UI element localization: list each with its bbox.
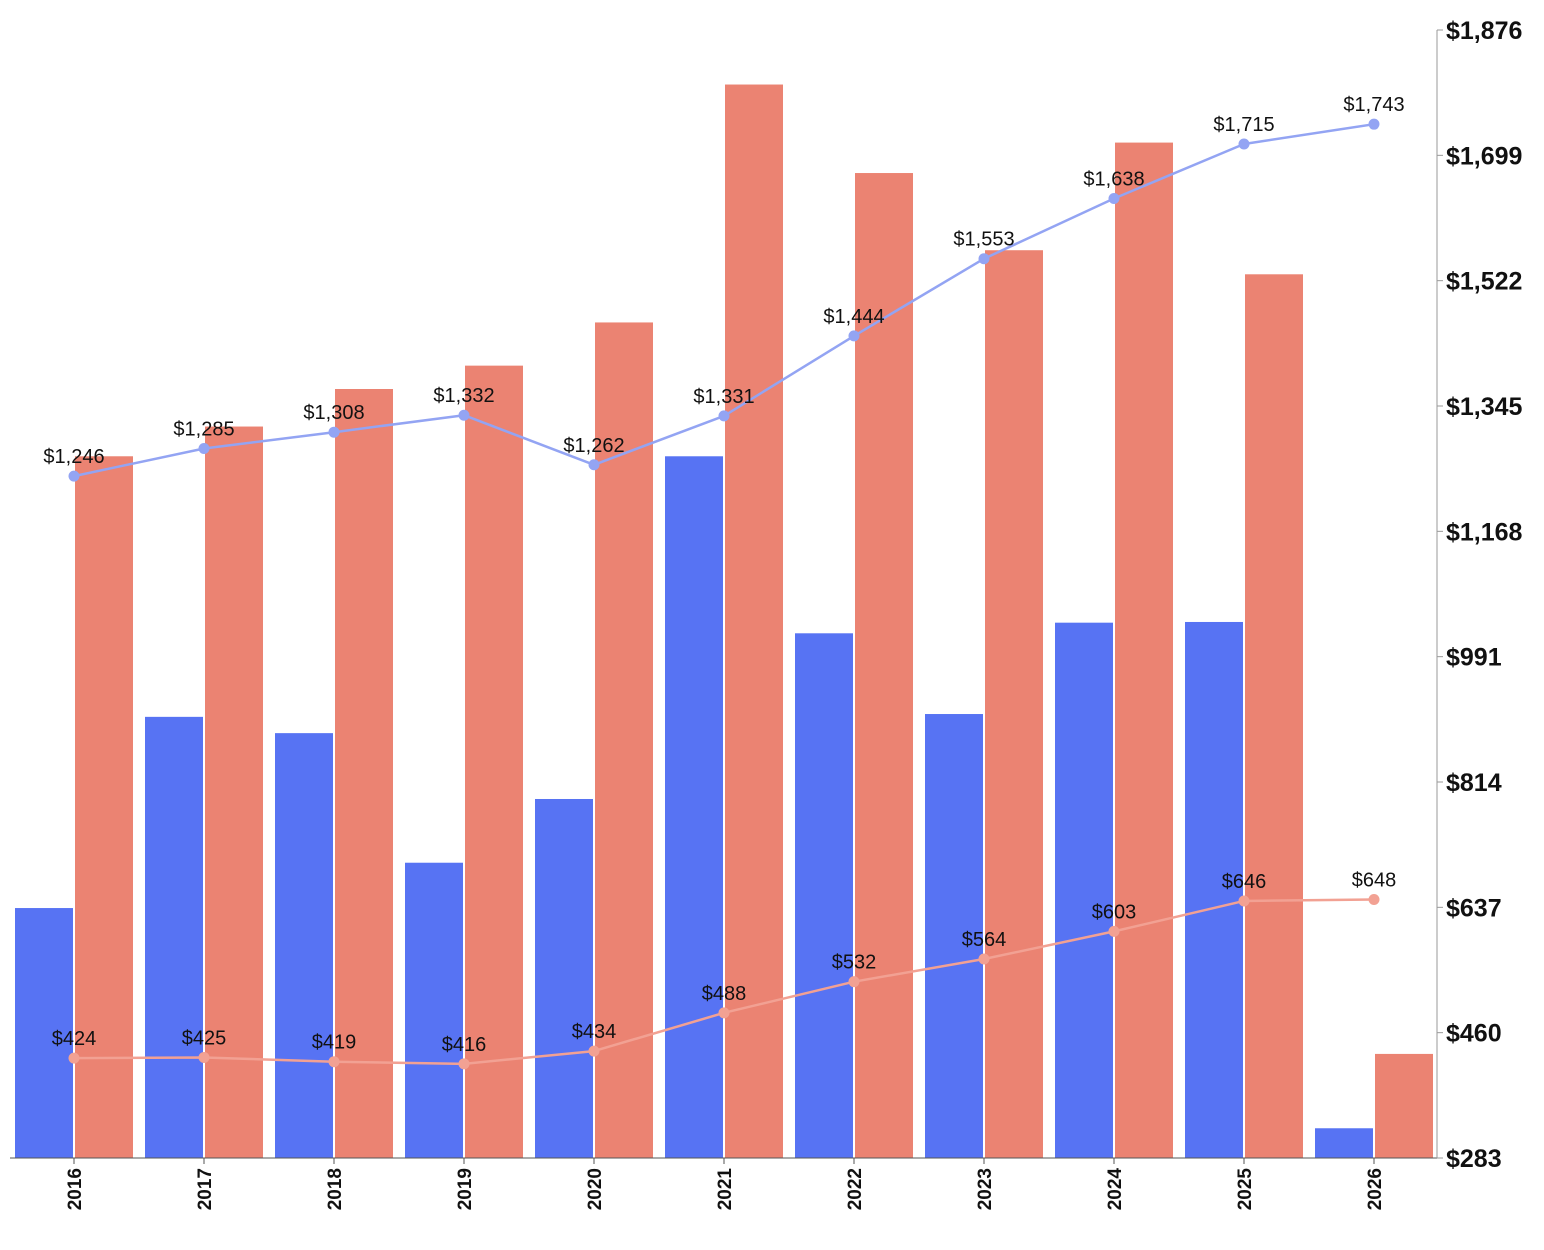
bar-series2-2019 — [465, 365, 523, 1158]
bar-series2-2017 — [205, 426, 263, 1158]
x-tick-label: 2016 — [65, 1168, 86, 1210]
line-series2-label-2019: $416 — [442, 1034, 487, 1056]
x-tick-label: 2020 — [585, 1168, 606, 1210]
line-series1-point-2023 — [978, 253, 990, 265]
line-series2-point-2016 — [68, 1052, 80, 1064]
line-series2-point-2023 — [978, 953, 990, 965]
bar-series1-2017 — [145, 716, 203, 1158]
line-series2-point-2020 — [588, 1045, 600, 1057]
line-series1-point-2016 — [68, 470, 80, 482]
y-tick-label: $1,345 — [1446, 393, 1523, 421]
x-tick-label: 2022 — [845, 1168, 866, 1210]
line-series1-point-2018 — [328, 426, 340, 438]
x-tick-label: 2025 — [1235, 1168, 1256, 1211]
line-series1-label-2021: $1,331 — [693, 386, 754, 408]
bar-series2-2021 — [725, 84, 783, 1158]
line-series2-label-2020: $434 — [572, 1021, 617, 1043]
line-series2-point-2024 — [1108, 925, 1120, 937]
line-series1-point-2026 — [1368, 118, 1380, 130]
x-tick-label: 2017 — [195, 1168, 216, 1210]
bar-series2-2018 — [335, 389, 393, 1159]
line-series2-point-2021 — [718, 1007, 730, 1019]
line-series1-label-2026: $1,743 — [1343, 94, 1404, 116]
line-series1-label-2019: $1,332 — [433, 385, 494, 407]
line-series2-label-2022: $532 — [832, 952, 877, 974]
line-series1-label-2022: $1,444 — [823, 306, 884, 328]
bar-series1-2018 — [275, 733, 333, 1158]
line-series2-point-2025 — [1238, 895, 1250, 907]
line-series2-label-2021: $488 — [702, 983, 747, 1005]
line-series2-label-2025: $646 — [1222, 871, 1267, 893]
line-series1-point-2022 — [848, 330, 860, 342]
y-tick-label: $814 — [1446, 769, 1502, 797]
bar-series2-2026 — [1375, 1053, 1433, 1158]
line-series2 — [73, 898, 1375, 1066]
lines-layer — [68, 118, 1380, 1070]
bar-series1-2023 — [925, 714, 983, 1158]
y-tick-label: $991 — [1446, 644, 1502, 672]
line-series2-label-2018: $419 — [312, 1032, 357, 1054]
line-series2-point-2026 — [1368, 894, 1380, 906]
line-series1-label-2024: $1,638 — [1083, 169, 1144, 191]
x-tick-label: 2024 — [1105, 1168, 1126, 1211]
line-series1-label-2020: $1,262 — [563, 435, 624, 457]
x-tick-label: 2021 — [715, 1168, 736, 1211]
line-series1-point-2017 — [198, 442, 210, 454]
bar-series2-2024 — [1115, 142, 1173, 1158]
x-tick-label: 2026 — [1365, 1168, 1386, 1210]
line-series1 — [73, 122, 1375, 478]
bar-series1-2025 — [1185, 621, 1243, 1158]
x-tick-label: 2018 — [325, 1168, 346, 1210]
line-series1-point-2019 — [458, 409, 470, 421]
line-series2-label-2024: $603 — [1092, 901, 1137, 923]
bar-series1-2021 — [665, 456, 723, 1158]
bar-series2-2025 — [1245, 274, 1303, 1158]
line-series1-point-2025 — [1238, 138, 1250, 150]
bars-layer — [15, 84, 1433, 1159]
line-series2-point-2019 — [458, 1058, 470, 1070]
y-tick-label: $283 — [1446, 1145, 1502, 1173]
y-tick-label: $637 — [1446, 894, 1502, 922]
axes-layer: $1,876 $1,699 $1,522 $1,345 $1,168 $991 $814 $6… — [10, 17, 1523, 1210]
line-series2-label-2023: $564 — [962, 929, 1007, 951]
line-series2-label-2016: $424 — [52, 1028, 97, 1050]
bar-series1-2022 — [795, 633, 853, 1158]
line-series2-label-2026: $648 — [1352, 870, 1397, 892]
line-series1-label-2023: $1,553 — [953, 229, 1014, 251]
bar-series1-2020 — [535, 798, 593, 1158]
bar-series1-2016 — [15, 908, 73, 1158]
bar-series1-2024 — [1055, 622, 1113, 1158]
bar-series2-2016 — [75, 456, 133, 1158]
line-series2-point-2018 — [328, 1056, 340, 1068]
y-tick-label: $1,876 — [1446, 17, 1522, 45]
y-tick-label: $460 — [1446, 1020, 1502, 1048]
line-series1-label-2025: $1,715 — [1213, 114, 1274, 136]
line-series1-label-2017: $1,285 — [173, 418, 234, 440]
y-tick-label: $1,522 — [1446, 268, 1522, 296]
bar-series1-2026 — [1315, 1128, 1373, 1158]
labels-layer: $1,246 $1,285 $1,308 $1,332 $1,262 $1,331 $1,4… — [43, 94, 1404, 1056]
y-tick-label: $1,168 — [1446, 518, 1523, 546]
line-series2-point-2017 — [198, 1051, 210, 1063]
bar-series2-2022 — [855, 173, 913, 1159]
line-series1-point-2024 — [1108, 193, 1120, 205]
line-series1-point-2020 — [588, 459, 600, 471]
bar-series2-2023 — [985, 250, 1043, 1159]
x-tick-label: 2023 — [975, 1168, 996, 1210]
line-series2-label-2017: $425 — [182, 1027, 227, 1049]
line-series1-label-2018: $1,308 — [303, 402, 364, 424]
x-tick-label: 2019 — [455, 1168, 476, 1210]
line-series2-point-2022 — [848, 976, 860, 988]
line-series1-label-2016: $1,246 — [43, 446, 104, 468]
y-tick-label: $1,699 — [1446, 142, 1522, 170]
bar-series1-2019 — [405, 862, 463, 1158]
line-series1-point-2021 — [718, 410, 730, 422]
